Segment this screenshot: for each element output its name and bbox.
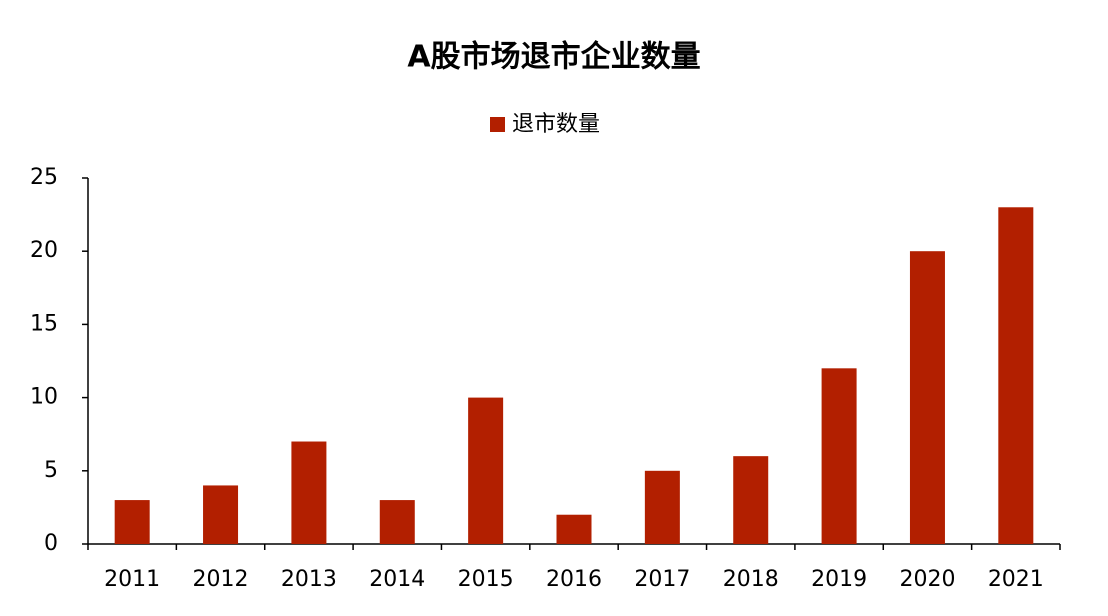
y-tick-label: 25 (30, 165, 58, 190)
x-tick-label: 2016 (546, 567, 602, 592)
bar (998, 207, 1034, 544)
bar (291, 441, 327, 544)
x-tick-label: 2013 (281, 567, 337, 592)
y-tick-label: 10 (30, 385, 58, 410)
x-tick-label: 2015 (458, 567, 514, 592)
bar (114, 500, 150, 544)
x-tick-label: 2021 (988, 567, 1044, 592)
bar (733, 456, 769, 544)
bar (468, 397, 504, 544)
bar (909, 251, 945, 544)
bar (379, 500, 415, 544)
x-tick-label: 2017 (634, 567, 690, 592)
y-tick-label: 20 (30, 238, 58, 263)
legend-label: 退市数量 (512, 112, 600, 137)
bar (556, 514, 592, 544)
x-tick-label: 2012 (193, 567, 249, 592)
x-tick-label: 2011 (104, 567, 160, 592)
x-tick-label: 2018 (723, 567, 779, 592)
x-tick-label: 2014 (369, 567, 425, 592)
chart-title: A股市场退市企业数量 (407, 40, 700, 75)
x-tick-label: 2020 (899, 567, 955, 592)
y-tick-label: 0 (44, 531, 58, 556)
y-tick-label: 15 (30, 311, 58, 336)
bar (821, 368, 857, 544)
legend-swatch (490, 117, 505, 132)
bar (203, 485, 239, 544)
y-tick-label: 5 (44, 458, 58, 483)
x-tick-label: 2019 (811, 567, 867, 592)
bar (644, 470, 680, 544)
